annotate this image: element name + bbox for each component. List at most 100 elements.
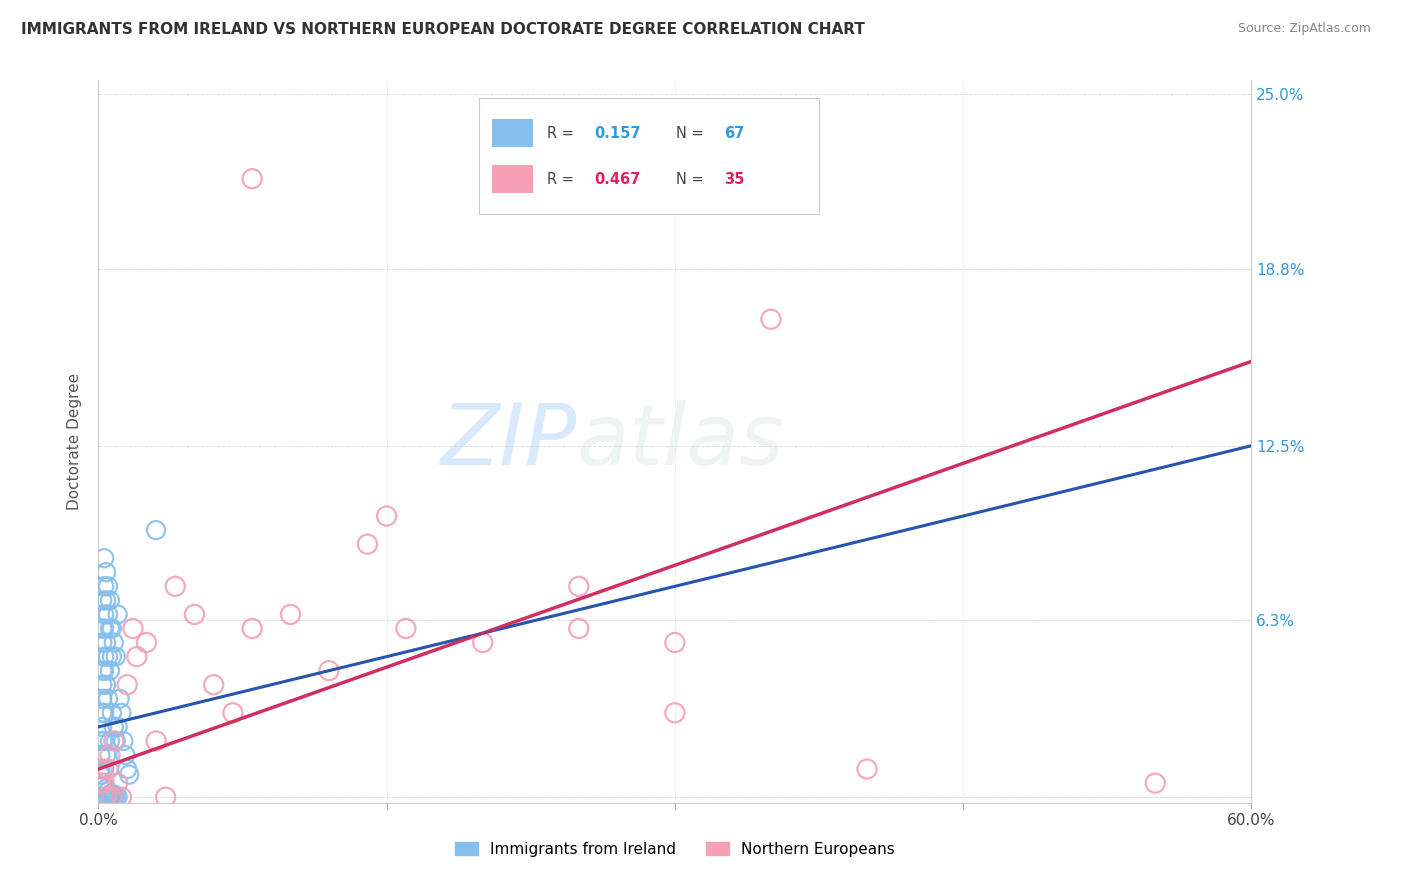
Point	[93, 734, 115, 748]
Point	[97, 762, 120, 776]
Point	[94, 790, 117, 805]
Point	[240, 171, 263, 186]
Point	[97, 790, 120, 805]
Point	[93, 706, 115, 720]
Point	[94, 790, 117, 805]
Point	[93, 790, 115, 805]
Point	[94, 678, 117, 692]
Point	[664, 635, 686, 649]
Point	[107, 776, 129, 790]
Point	[471, 635, 494, 649]
Point	[110, 706, 132, 720]
Point	[91, 706, 114, 720]
Point	[91, 734, 114, 748]
Point	[98, 734, 121, 748]
Point	[91, 635, 114, 649]
Point	[110, 790, 132, 805]
Point	[94, 790, 117, 805]
Point	[93, 622, 115, 636]
Point	[664, 706, 686, 720]
Point	[97, 649, 120, 664]
Text: ZIP: ZIP	[440, 400, 576, 483]
Point	[93, 776, 115, 790]
Point	[568, 622, 591, 636]
Point	[91, 622, 114, 636]
Point	[222, 706, 245, 720]
Point	[89, 776, 111, 790]
Point	[112, 734, 135, 748]
Point	[103, 788, 125, 802]
Point	[568, 579, 591, 593]
Point	[93, 607, 115, 622]
Point	[107, 720, 129, 734]
Point	[89, 747, 111, 762]
Point	[89, 762, 111, 776]
Point	[103, 734, 125, 748]
Point	[98, 747, 121, 762]
Point	[104, 734, 127, 748]
Point	[93, 649, 115, 664]
Point	[97, 579, 120, 593]
Point	[318, 664, 340, 678]
Point	[125, 649, 148, 664]
Point	[93, 790, 115, 805]
Point	[91, 776, 114, 790]
Point	[856, 762, 879, 776]
Point	[118, 767, 141, 781]
Point	[117, 762, 139, 776]
Point	[101, 790, 124, 805]
Point	[98, 622, 121, 636]
Point	[122, 622, 145, 636]
Point	[89, 767, 111, 781]
Point	[91, 762, 114, 776]
Text: Source: ZipAtlas.com: Source: ZipAtlas.com	[1237, 22, 1371, 36]
Point	[93, 664, 115, 678]
Point	[108, 691, 131, 706]
Text: IMMIGRANTS FROM IRELAND VS NORTHERN EUROPEAN DOCTORATE DEGREE CORRELATION CHART: IMMIGRANTS FROM IRELAND VS NORTHERN EURO…	[21, 22, 865, 37]
Point	[98, 788, 121, 802]
Point	[759, 312, 782, 326]
Point	[93, 579, 115, 593]
Point	[94, 635, 117, 649]
Point	[97, 607, 120, 622]
Point	[101, 622, 124, 636]
Point	[117, 678, 139, 692]
Point	[91, 664, 114, 678]
Point	[280, 607, 302, 622]
Point	[97, 691, 120, 706]
Text: atlas: atlas	[576, 400, 785, 483]
Point	[202, 678, 225, 692]
Point	[101, 706, 124, 720]
Legend: Immigrants from Ireland, Northern Europeans: Immigrants from Ireland, Northern Europe…	[454, 841, 896, 856]
Point	[91, 790, 114, 805]
Point	[93, 762, 115, 776]
Point	[104, 649, 127, 664]
Point	[103, 720, 125, 734]
Point	[135, 635, 157, 649]
Point	[101, 790, 124, 805]
Point	[101, 788, 124, 802]
Point	[98, 593, 121, 607]
Point	[395, 622, 418, 636]
Point	[91, 678, 114, 692]
Point	[91, 720, 114, 734]
Point	[94, 781, 117, 796]
Point	[107, 607, 129, 622]
Point	[375, 509, 398, 524]
Point	[1144, 776, 1167, 790]
Point	[114, 747, 136, 762]
Point	[155, 790, 177, 805]
Point	[145, 523, 167, 537]
Point	[94, 747, 117, 762]
Point	[103, 790, 125, 805]
Point	[98, 790, 121, 805]
Point	[104, 790, 127, 805]
Point	[103, 635, 125, 649]
Point	[93, 551, 115, 566]
Point	[91, 691, 114, 706]
Y-axis label: Doctorate Degree: Doctorate Degree	[67, 373, 83, 510]
Point	[94, 593, 117, 607]
Point	[97, 784, 120, 798]
Point	[94, 566, 117, 580]
Point	[98, 664, 121, 678]
